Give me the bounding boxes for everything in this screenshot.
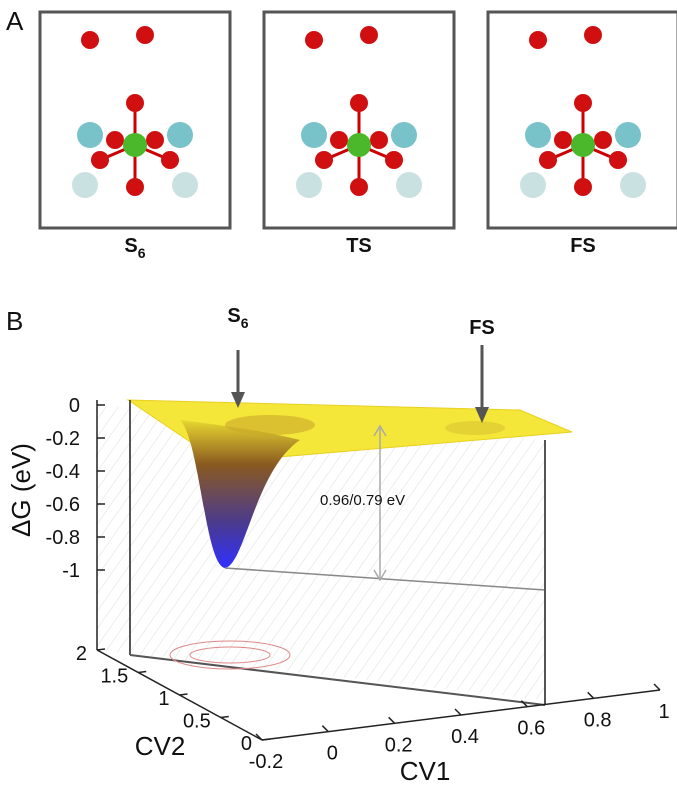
cv1-tick-label: 0.2 <box>385 734 413 756</box>
label-main: FS <box>570 235 596 257</box>
z-tick-label: -0.6 <box>46 494 80 516</box>
atom <box>77 122 103 148</box>
z-tick-label: -0.2 <box>46 428 80 450</box>
z-tick-label: -0.4 <box>46 461 80 483</box>
atom <box>136 26 154 44</box>
cv1-tick-label: 1 <box>658 701 669 723</box>
panel-label: A <box>6 6 24 36</box>
atom <box>305 31 323 49</box>
atom <box>81 31 99 49</box>
arrow-label: FS <box>469 317 495 339</box>
atom <box>529 31 547 49</box>
atom <box>370 131 388 149</box>
z-tick-label: -0.8 <box>46 527 80 549</box>
cv2-tick-label: 1.5 <box>100 666 128 688</box>
atom <box>146 131 164 149</box>
cv2-tick-label: 0.5 <box>183 711 211 733</box>
cv2-tick <box>220 715 229 719</box>
atom <box>350 94 368 112</box>
atom <box>161 151 179 169</box>
cv2-tick-label: 0 <box>241 733 252 755</box>
cv2-tick <box>179 693 188 696</box>
atom <box>330 131 348 149</box>
atom <box>385 151 403 169</box>
cv1-tick <box>321 725 329 733</box>
structure-panels: S6 TS FS <box>38 10 677 261</box>
atom <box>72 172 98 198</box>
label-main: S <box>124 235 137 257</box>
atom <box>554 131 572 149</box>
atom <box>296 172 322 198</box>
cv1-tick <box>653 683 661 691</box>
z-tick-label: 0 <box>69 395 80 417</box>
cv1-tick <box>520 700 528 708</box>
cv1-label: CV1 <box>400 756 451 786</box>
structure-label: TS <box>346 235 372 257</box>
cv1-tick-label: 0 <box>327 743 338 765</box>
atom <box>571 133 595 157</box>
atom <box>315 151 333 169</box>
atom <box>91 151 109 169</box>
arrow-label: S6 <box>227 305 248 331</box>
cv1-tick-label: -0.2 <box>249 751 283 773</box>
atom <box>301 122 327 148</box>
surface <box>96 345 661 741</box>
cv2-tick <box>96 648 106 651</box>
atom <box>391 122 417 148</box>
cv2-tick <box>138 670 147 674</box>
cv1-tick <box>454 708 462 716</box>
cv2-tick-label: 2 <box>76 643 87 665</box>
atom <box>594 131 612 149</box>
structure-label: FS <box>570 235 596 257</box>
atom <box>106 131 124 149</box>
atom <box>172 172 198 198</box>
z-tick-label: -1 <box>62 560 80 582</box>
z-axis-label: ΔG (eV) <box>6 443 36 537</box>
cv1-tick <box>587 691 595 699</box>
cv2-tick <box>261 738 271 741</box>
atom <box>167 122 193 148</box>
atom <box>520 172 546 198</box>
atom <box>396 172 422 198</box>
cv1-tick-label: 0.6 <box>517 718 545 740</box>
cv1-tick <box>388 716 396 724</box>
atom <box>574 94 592 112</box>
atom <box>609 151 627 169</box>
atom <box>126 178 144 196</box>
atom <box>539 151 557 169</box>
cv2-tick-label: 1 <box>158 688 169 710</box>
atom <box>123 133 147 157</box>
cv1-tick <box>255 733 263 741</box>
atom <box>525 122 551 148</box>
atom <box>574 178 592 196</box>
atom <box>126 94 144 112</box>
cv1-tick-label: 0.8 <box>584 709 612 731</box>
label-main: TS <box>346 235 372 257</box>
structure-label: S6 <box>124 235 145 261</box>
annotation: 0.96/0.79 eV <box>320 492 405 509</box>
label-sub: 6 <box>138 245 146 261</box>
cv2-label: CV2 <box>135 731 186 761</box>
atom <box>347 133 371 157</box>
panel-label: B <box>6 306 23 336</box>
atom <box>620 172 646 198</box>
cv1-tick-label: 0.4 <box>451 726 479 748</box>
ticks: 0-0.2-0.4-0.6-0.8-100.511.52-0.2 0 0.2 0.4 0… <box>46 395 670 773</box>
atom <box>584 26 602 44</box>
atom <box>360 26 378 44</box>
atom <box>350 178 368 196</box>
atom <box>615 122 641 148</box>
